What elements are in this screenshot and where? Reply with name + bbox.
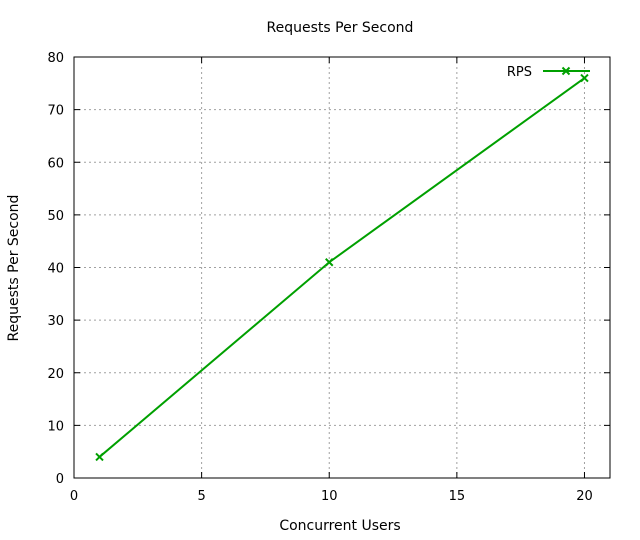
y-tick-label: 50 — [47, 209, 64, 224]
y-tick-label: 80 — [47, 51, 64, 66]
x-axis-label: Concurrent Users — [279, 518, 400, 534]
series-layer — [95, 73, 589, 462]
y-tick-label: 20 — [47, 367, 64, 382]
y-tick-label: 40 — [47, 262, 64, 277]
x-tick-label: 15 — [449, 489, 466, 504]
axis-ticks: 0 10 20 30 40 50 60 70 80 0 5 10 15 20 — [47, 51, 610, 504]
chart-title: Requests Per Second — [267, 20, 414, 36]
y-tick-label: 10 — [47, 419, 64, 434]
data-point — [580, 73, 589, 83]
series-line — [98, 77, 586, 458]
x-tick-label: 10 — [321, 489, 338, 504]
data-point — [95, 452, 104, 462]
grid — [74, 57, 610, 478]
x-tick-label: 0 — [70, 489, 78, 504]
data-point — [325, 258, 334, 267]
legend: RPS — [507, 65, 590, 80]
y-tick-label: 60 — [47, 156, 64, 171]
x-tick-label: 5 — [197, 489, 205, 504]
x-tick-label: 20 — [576, 489, 593, 504]
y-tick-label: 70 — [47, 104, 64, 119]
y-tick-label: 30 — [47, 314, 64, 329]
y-tick-label: 0 — [56, 472, 64, 487]
y-axis-label: Requests Per Second — [6, 195, 22, 342]
legend-marker — [561, 66, 571, 76]
legend-label: RPS — [507, 65, 532, 80]
